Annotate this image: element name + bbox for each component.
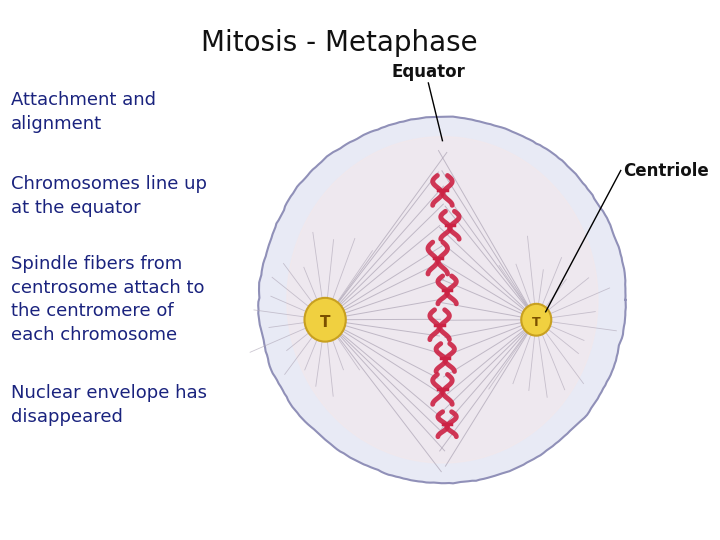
Text: T: T: [320, 315, 330, 330]
Polygon shape: [287, 137, 598, 463]
Polygon shape: [258, 117, 626, 483]
Text: Equator: Equator: [392, 63, 465, 81]
Text: Spindle fibers from
centrosome attach to
the centromere of
each chromosome: Spindle fibers from centrosome attach to…: [11, 255, 204, 344]
Text: Attachment and
alignment: Attachment and alignment: [11, 91, 156, 132]
Circle shape: [521, 304, 552, 336]
Text: Nuclear envelope has
disappeared: Nuclear envelope has disappeared: [11, 384, 207, 426]
Circle shape: [305, 298, 346, 342]
Text: T: T: [532, 316, 541, 329]
Text: Centriole: Centriole: [624, 161, 709, 179]
Text: Chromosomes line up
at the equator: Chromosomes line up at the equator: [11, 176, 207, 217]
Text: Mitosis - Metaphase: Mitosis - Metaphase: [201, 29, 477, 57]
